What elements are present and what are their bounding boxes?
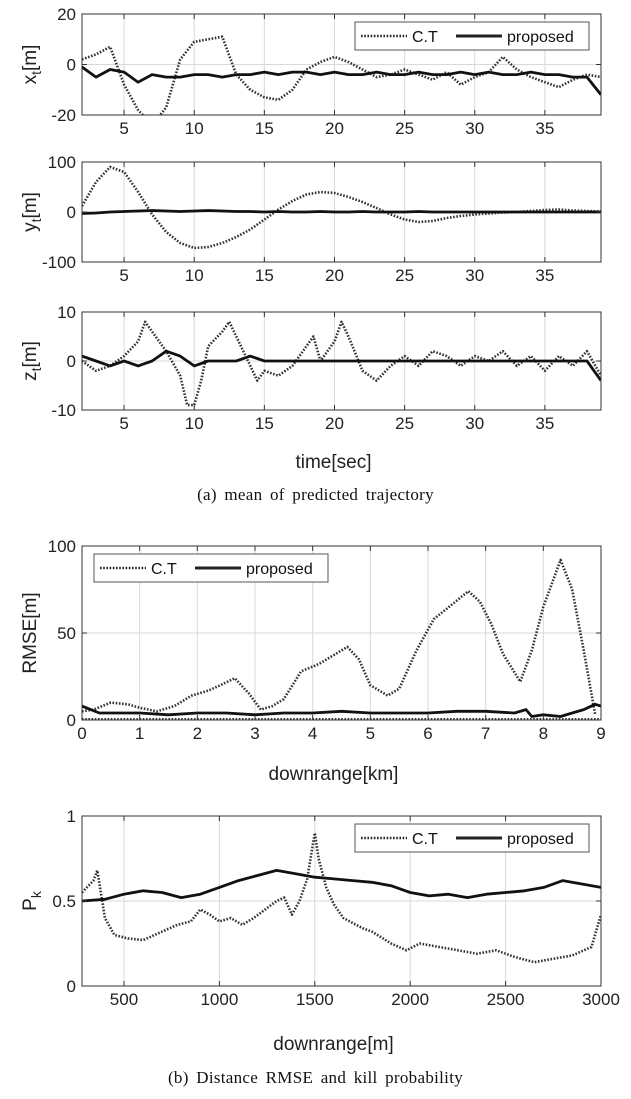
panel-1-xtick-3: 20 <box>325 266 344 285</box>
panel-1-xtick-6: 35 <box>535 266 554 285</box>
panel-0-xtick-4: 25 <box>395 119 414 138</box>
panel-1-xtick-2: 15 <box>255 266 274 285</box>
panel-0-ytick-2: 20 <box>57 5 76 24</box>
panel-1-ylabel: yt[m] <box>20 192 44 232</box>
panel-2-ytick-0: -10 <box>51 401 76 420</box>
panel-3-xtick-5: 5 <box>366 724 375 743</box>
panel-4-series-1 <box>82 869 601 903</box>
panel-4-legend-label-1: proposed <box>507 831 574 848</box>
panel-3-xtick-8: 8 <box>539 724 548 743</box>
panel-3-series-1 <box>82 702 601 718</box>
panel-3-xtick-9: 9 <box>596 724 605 743</box>
panel-0-legend-label-1: proposed <box>507 29 574 46</box>
panel-0: 5 10 15 20 25 30 35 -20 0 20 xt[m] C.T proposed <box>20 5 602 138</box>
panel-4-xtick-4: 2500 <box>487 990 525 1009</box>
panel-2-xtick-6: 35 <box>535 414 554 433</box>
panel-4-series-0 <box>82 831 601 964</box>
panel-4-ytick-1: 0.5 <box>52 892 76 911</box>
panel-4: 500 1000 1500 2000 2500 3000 0 0.5 1 Pk downrange[… <box>20 807 620 1055</box>
panel-4-xtick-5: 3000 <box>582 990 620 1009</box>
panel-1-xtick-5: 30 <box>465 266 484 285</box>
panel-0-ytick-0: -20 <box>51 106 76 125</box>
caption-b: (b) Distance RMSE and kill probability <box>167 1068 464 1087</box>
panel-0-xtick-1: 10 <box>185 119 204 138</box>
panel-4-ytick-0: 0 <box>67 977 76 996</box>
panel-1-ytick-2: 100 <box>48 153 76 172</box>
panel-0-ytick-1: 0 <box>67 56 76 75</box>
panel-2-xtick-2: 15 <box>255 414 274 433</box>
panel-3-legend-label-1: proposed <box>246 561 313 578</box>
panel-2-xtick-3: 20 <box>325 414 344 433</box>
panel-2-xtick-4: 25 <box>395 414 414 433</box>
panel-4-legend: C.T proposed <box>354 823 590 853</box>
panel-2-xtick-5: 30 <box>465 414 484 433</box>
panel-2-ytick-2: 10 <box>57 303 76 322</box>
panel-4-xtick-0: 500 <box>110 990 138 1009</box>
panel-3-xtick-0: 0 <box>77 724 86 743</box>
panel-4-ylabel: Pk <box>20 890 44 911</box>
panel-4-xtick-1: 1000 <box>200 990 238 1009</box>
panel-3-ytick-2: 100 <box>48 537 76 556</box>
panel-4-xlabel: downrange[m] <box>273 1034 393 1055</box>
panel-0-xtick-6: 35 <box>535 119 554 138</box>
panel-1-ytick-1: 0 <box>67 203 76 222</box>
panel-4-ytick-2: 1 <box>67 807 76 826</box>
panel-1-series-1 <box>82 209 601 215</box>
panel-0-legend: C.T proposed <box>354 21 590 51</box>
panel-1-xtick-0: 5 <box>119 266 128 285</box>
panel-4-legend-label-0: C.T <box>412 831 438 848</box>
panel-0-xtick-2: 15 <box>255 119 274 138</box>
panel-3-ytick-1: 50 <box>57 624 76 643</box>
panel-2-series-1 <box>82 349 601 382</box>
panel-3-xtick-6: 6 <box>423 724 432 743</box>
panel-3-legend-label-0: C.T <box>151 561 177 578</box>
panel-4-xtick-2: 1500 <box>296 990 334 1009</box>
panel-0-xtick-5: 30 <box>465 119 484 138</box>
panel-0-series-0 <box>82 35 601 115</box>
panel-3-xtick-7: 7 <box>481 724 490 743</box>
panel-1-xtick-1: 10 <box>185 266 204 285</box>
panel-3-xtick-2: 2 <box>193 724 202 743</box>
panel-3-xlabel: downrange[km] <box>269 764 399 785</box>
panel-3-xtick-3: 3 <box>250 724 259 743</box>
panel-2-xtick-1: 10 <box>185 414 204 433</box>
panel-2-xtick-0: 5 <box>119 414 128 433</box>
panel-1-xtick-4: 25 <box>395 266 414 285</box>
panel-2-series-0 <box>82 320 601 407</box>
caption-a: (a) mean of predicted trajectory <box>197 485 434 504</box>
panel-3-ylabel: RMSE[m] <box>20 592 41 673</box>
panel-1-series-0 <box>82 165 601 250</box>
panel-3-legend: C.T proposed <box>93 553 329 583</box>
panel-2: 5 10 15 20 25 30 35 -10 0 10 zt[m] time[sec] <box>20 303 602 473</box>
panel-1-ytick-0: -100 <box>42 253 76 272</box>
panel-1: 5 10 15 20 25 30 35 -100 0 100 yt[m] <box>20 153 602 285</box>
panel-2-ylabel: zt[m] <box>20 341 44 381</box>
panel-3: 0 1 2 3 4 5 6 7 8 9 0 50 100 RMSE[m] downrange[km] C.T p… <box>20 537 606 785</box>
panel-0-xtick-0: 5 <box>119 119 128 138</box>
panel-0-legend-label-0: C.T <box>412 29 438 46</box>
panel-0-xtick-3: 20 <box>325 119 344 138</box>
panel-3-ytick-0: 0 <box>67 711 76 730</box>
panel-3-xtick-4: 4 <box>308 724 317 743</box>
panel-2-xlabel: time[sec] <box>295 452 371 473</box>
panel-3-series-0 <box>82 558 597 716</box>
panel-4-xtick-3: 2000 <box>391 990 429 1009</box>
panel-0-series-1 <box>82 65 601 96</box>
panel-2-ytick-1: 0 <box>67 352 76 371</box>
panel-0-ylabel: xt[m] <box>20 45 44 85</box>
panel-3-xtick-1: 1 <box>135 724 144 743</box>
